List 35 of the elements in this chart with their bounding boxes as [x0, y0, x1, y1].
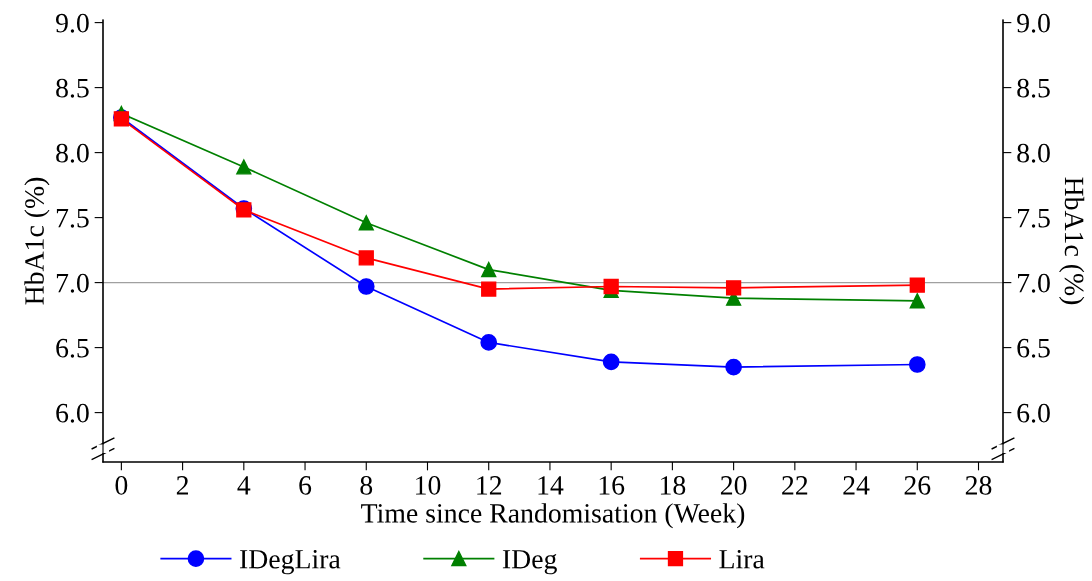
x-tick-label: 2	[176, 476, 188, 495]
x-tick-label: 10	[416, 476, 441, 495]
legend-label: Lira	[719, 549, 765, 569]
x-tick-label: 20	[720, 476, 747, 495]
x-tick-label: 18	[660, 476, 686, 495]
y2-tick-label: 8.0	[1017, 143, 1050, 163]
y-tick-label: 9.0	[55, 13, 89, 33]
y2-tick-label: 7.0	[1018, 273, 1050, 293]
x-tick-label: 22	[782, 476, 808, 495]
x-tick-label: 6	[299, 476, 312, 495]
legend-label: IDegLira	[239, 549, 341, 575]
y2-tick-label: 7.5	[1018, 209, 1050, 228]
y2-tick-label: 6.5	[1017, 338, 1050, 358]
y2-tick-label: 6.0	[1017, 403, 1050, 423]
x-tick-label: 12	[477, 476, 502, 495]
y-tick-label: 8.5	[56, 78, 89, 98]
y-axis-title: HbA1c (%)	[24, 177, 50, 305]
x-tick-label: 16	[599, 476, 625, 495]
y2-tick-label: 9.0	[1017, 13, 1050, 33]
y2-axis-title: HbA1c (%)	[1059, 177, 1085, 305]
y-tick-label: 8.0	[56, 143, 89, 163]
legend-label: IDeg	[502, 550, 557, 575]
y-tick-label: 6.0	[56, 403, 89, 423]
y-tick-label: 7.5	[56, 209, 89, 228]
x-axis-title: Time since Randomisation (Week)	[361, 503, 745, 529]
x-tick-label: 26	[904, 476, 931, 495]
y-tick-label: 6.5	[56, 338, 89, 358]
x-tick-label: 28	[965, 476, 992, 495]
x-tick-label: 4	[237, 476, 251, 495]
x-tick-label: 0	[115, 476, 128, 495]
x-tick-label: 24	[843, 476, 870, 495]
y-tick-label: 7.0	[56, 273, 89, 293]
x-tick-label: 8	[360, 476, 373, 495]
x-tick-label: 14	[538, 476, 564, 495]
y2-tick-label: 8.5	[1017, 78, 1050, 98]
